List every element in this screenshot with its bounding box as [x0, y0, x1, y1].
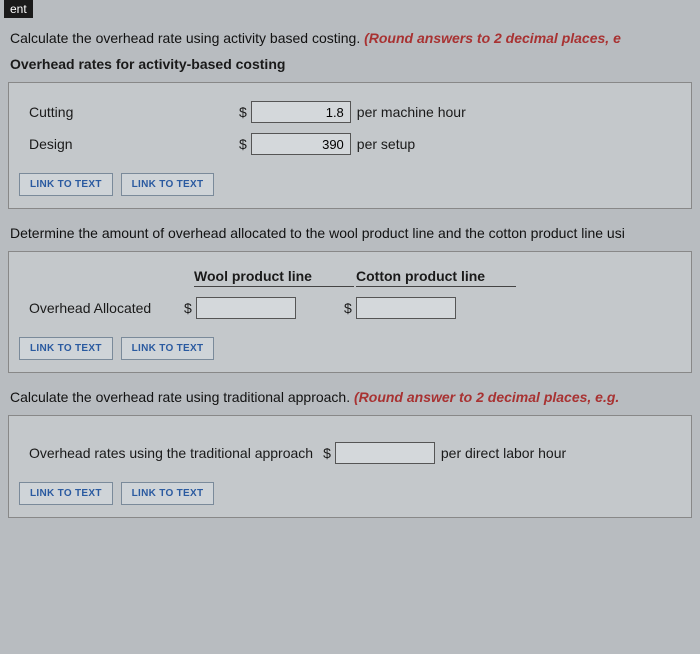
row-cutting: Cutting $ per machine hour — [29, 101, 681, 123]
table-wrap: Wool product line Cotton product line Ov… — [29, 268, 681, 319]
col-header-wool: Wool product line — [194, 268, 354, 287]
section-1-box: Cutting $ per machine hour Design $ per … — [8, 82, 692, 209]
link-row-3: LINK TO TEXT LINK TO TEXT — [19, 482, 681, 505]
content-area: Calculate the overhead rate using activi… — [0, 18, 700, 518]
question-1-hint: (Round answers to 2 decimal places, e — [364, 30, 621, 46]
link-to-text-button[interactable]: LINK TO TEXT — [19, 337, 113, 360]
question-3: Calculate the overhead rate using tradit… — [10, 389, 700, 405]
dollar-sign: $ — [239, 104, 247, 120]
dollar-sign: $ — [323, 445, 331, 461]
cell-cotton: $ — [344, 297, 504, 319]
label-cutting: Cutting — [29, 104, 239, 120]
col-header-cotton: Cotton product line — [356, 268, 516, 287]
link-to-text-button[interactable]: LINK TO TEXT — [19, 482, 113, 505]
link-row-1: LINK TO TEXT LINK TO TEXT — [19, 173, 681, 196]
question-3-hint: (Round answer to 2 decimal places, e.g. — [354, 389, 619, 405]
row-label-overhead: Overhead Allocated — [29, 300, 184, 316]
input-cutting[interactable] — [251, 101, 351, 123]
input-traditional[interactable] — [335, 442, 435, 464]
cell-wool: $ — [184, 297, 344, 319]
unit-traditional: per direct labor hour — [441, 445, 566, 461]
section1-subheader: Overhead rates for activity-based costin… — [10, 56, 700, 72]
link-to-text-button[interactable]: LINK TO TEXT — [121, 337, 215, 360]
dollar-sign: $ — [344, 300, 352, 316]
dollar-sign: $ — [239, 136, 247, 152]
unit-design: per setup — [357, 136, 415, 152]
input-wool[interactable] — [196, 297, 296, 319]
page-fragment-top: ent — [4, 0, 33, 18]
input-cotton[interactable] — [356, 297, 456, 319]
question-1: Calculate the overhead rate using activi… — [10, 30, 700, 46]
section-3-box: Overhead rates using the traditional app… — [8, 415, 692, 518]
traditional-label: Overhead rates using the traditional app… — [29, 445, 313, 461]
question-1-text: Calculate the overhead rate using activi… — [10, 30, 364, 46]
link-row-2: LINK TO TEXT LINK TO TEXT — [19, 337, 681, 360]
link-to-text-button[interactable]: LINK TO TEXT — [121, 482, 215, 505]
link-to-text-button[interactable]: LINK TO TEXT — [19, 173, 113, 196]
section-2-box: Wool product line Cotton product line Ov… — [8, 251, 692, 373]
input-design[interactable] — [251, 133, 351, 155]
unit-cutting: per machine hour — [357, 104, 466, 120]
traditional-row: Overhead rates using the traditional app… — [29, 442, 681, 464]
table-headers: Wool product line Cotton product line — [194, 268, 681, 287]
question-3-text: Calculate the overhead rate using tradit… — [10, 389, 354, 405]
label-design: Design — [29, 136, 239, 152]
table-row-overhead: Overhead Allocated $ $ — [29, 297, 681, 319]
link-to-text-button[interactable]: LINK TO TEXT — [121, 173, 215, 196]
dollar-sign: $ — [184, 300, 192, 316]
question-2: Determine the amount of overhead allocat… — [10, 225, 700, 241]
row-design: Design $ per setup — [29, 133, 681, 155]
